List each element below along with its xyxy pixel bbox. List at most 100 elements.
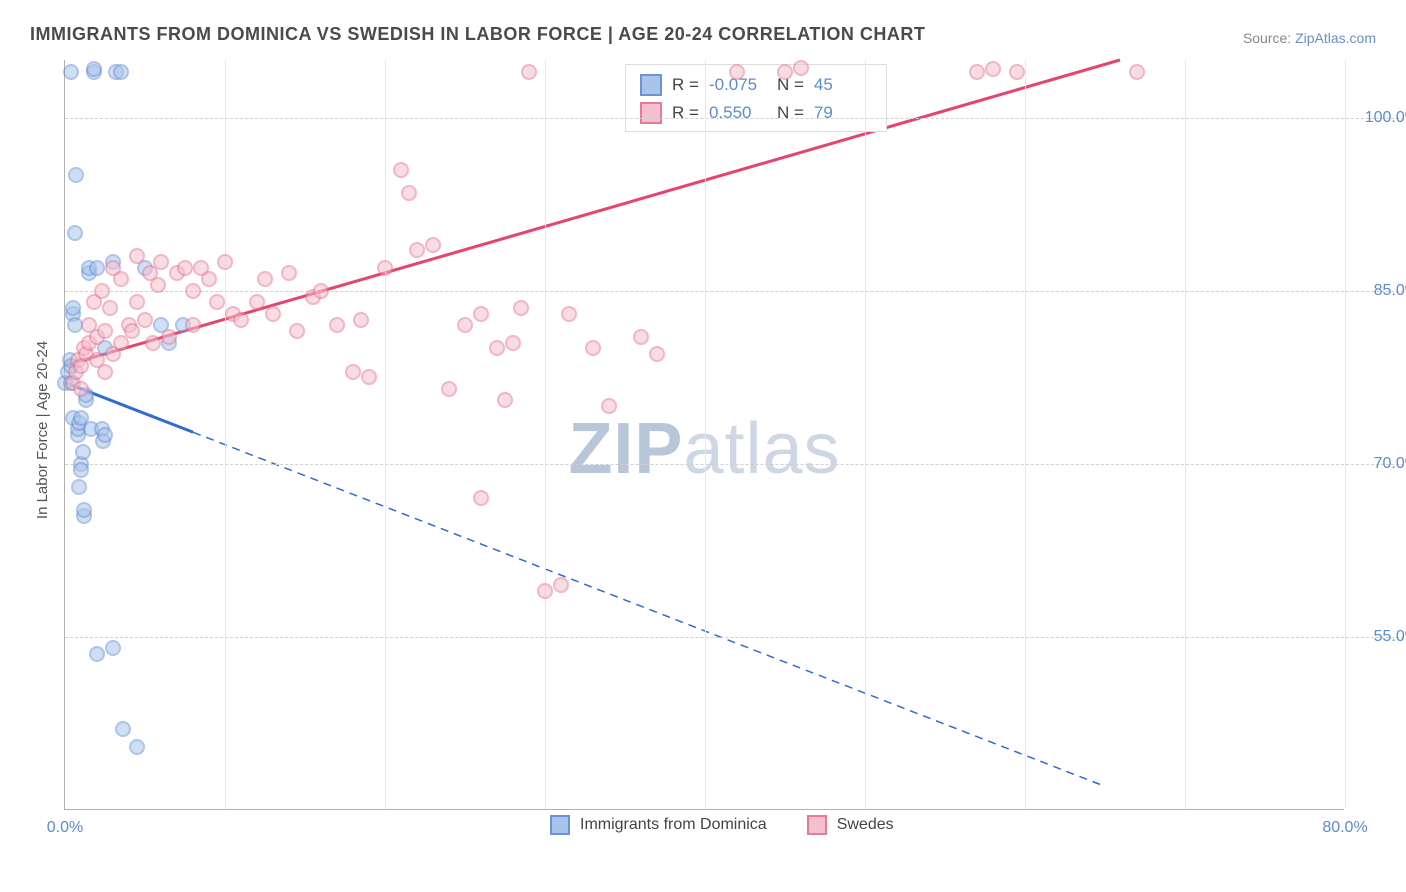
source-value: ZipAtlas.com (1295, 30, 1376, 46)
legend-swatch-dominica-icon (550, 815, 570, 835)
gridline-h (65, 464, 1404, 465)
gridline-h (65, 118, 1404, 119)
legend-n-label: N = (777, 99, 804, 127)
ytick-label: 55.0% (1374, 628, 1406, 646)
scatter-point-swedes (153, 254, 169, 270)
series-legend: Immigrants from DominicaSwedes (540, 813, 904, 837)
legend-row-swedes: R =0.550N =79 (640, 99, 872, 127)
scatter-point-swedes (361, 369, 377, 385)
scatter-point-dominica (97, 427, 113, 443)
scatter-point-swedes (185, 283, 201, 299)
gridline-h (65, 637, 1404, 638)
scatter-point-swedes (393, 162, 409, 178)
scatter-point-dominica (86, 61, 102, 77)
scatter-point-swedes (129, 294, 145, 310)
scatter-point-swedes (457, 317, 473, 333)
scatter-point-swedes (401, 185, 417, 201)
ytick-label: 70.0% (1374, 455, 1406, 473)
trendline-swedes (65, 60, 1120, 365)
legend-r-label: R = (672, 99, 699, 127)
scatter-point-swedes (329, 317, 345, 333)
scatter-point-swedes (257, 271, 273, 287)
scatter-point-swedes (521, 64, 537, 80)
scatter-point-swedes (513, 300, 529, 316)
scatter-point-dominica (129, 739, 145, 755)
scatter-point-swedes (201, 271, 217, 287)
scatter-point-swedes (145, 335, 161, 351)
gridline-v (865, 60, 866, 809)
legend-swatch-swedes-icon (807, 815, 827, 835)
scatter-point-swedes (633, 329, 649, 345)
scatter-point-swedes (177, 260, 193, 276)
scatter-point-swedes (209, 294, 225, 310)
scatter-point-dominica (67, 225, 83, 241)
scatter-point-dominica (75, 444, 91, 460)
scatter-point-swedes (473, 490, 489, 506)
scatter-point-swedes (585, 340, 601, 356)
scatter-point-swedes (313, 283, 329, 299)
scatter-point-dominica (89, 646, 105, 662)
legend-r-label: R = (672, 71, 699, 99)
gridline-h (65, 291, 1404, 292)
gridline-v (705, 60, 706, 809)
y-axis-label: In Labor Force | Age 20-24 (34, 341, 51, 519)
scatter-point-swedes (649, 346, 665, 362)
chart-title: IMMIGRANTS FROM DOMINICA VS SWEDISH IN L… (30, 24, 925, 45)
correlation-legend: R =-0.075N =45R =0.550N =79 (625, 64, 887, 132)
scatter-point-swedes (537, 583, 553, 599)
scatter-point-swedes (233, 312, 249, 328)
legend-swatch-swedes-icon (640, 102, 662, 124)
scatter-point-swedes (129, 248, 145, 264)
legend-swatch-dominica-icon (640, 74, 662, 96)
scatter-point-swedes (473, 306, 489, 322)
scatter-point-swedes (124, 323, 140, 339)
gridline-v (225, 60, 226, 809)
scatter-point-dominica (63, 64, 79, 80)
gridline-v (1185, 60, 1186, 809)
scatter-point-swedes (161, 329, 177, 345)
scatter-point-swedes (137, 312, 153, 328)
legend-label-dominica: Immigrants from Dominica (580, 816, 767, 834)
scatter-point-swedes (289, 323, 305, 339)
scatter-point-dominica (113, 64, 129, 80)
scatter-point-swedes (1129, 64, 1145, 80)
legend-row-dominica: R =-0.075N =45 (640, 71, 872, 99)
ytick-label: 85.0% (1374, 282, 1406, 300)
scatter-point-swedes (505, 335, 521, 351)
source-attribution: Source: ZipAtlas.com (1243, 30, 1376, 46)
scatter-point-swedes (377, 260, 393, 276)
scatter-point-swedes (102, 300, 118, 316)
scatter-point-swedes (249, 294, 265, 310)
scatter-point-swedes (985, 61, 1001, 77)
scatter-point-swedes (97, 323, 113, 339)
scatter-point-swedes (441, 381, 457, 397)
scatter-point-swedes (601, 398, 617, 414)
gridline-v (1345, 60, 1346, 809)
scatter-point-swedes (150, 277, 166, 293)
scatter-point-swedes (969, 64, 985, 80)
scatter-point-dominica (76, 502, 92, 518)
xtick-label: 80.0% (1322, 819, 1367, 837)
scatter-point-swedes (793, 60, 809, 76)
scatter-point-swedes (409, 242, 425, 258)
ytick-label: 100.0% (1365, 109, 1406, 127)
scatter-point-swedes (497, 392, 513, 408)
scatter-point-dominica (115, 721, 131, 737)
scatter-point-dominica (65, 300, 81, 316)
scatter-point-swedes (553, 577, 569, 593)
scatter-point-swedes (489, 340, 505, 356)
gridline-v (545, 60, 546, 809)
scatter-point-dominica (105, 640, 121, 656)
scatter-point-swedes (1009, 64, 1025, 80)
source-label: Source: (1243, 30, 1291, 46)
scatter-point-swedes (97, 364, 113, 380)
scatter-point-dominica (71, 479, 87, 495)
scatter-point-swedes (217, 254, 233, 270)
legend-n-value: 45 (814, 71, 872, 99)
scatter-point-swedes (425, 237, 441, 253)
scatter-point-dominica (89, 260, 105, 276)
scatter-point-swedes (185, 317, 201, 333)
scatter-point-swedes (561, 306, 577, 322)
scatter-point-swedes (777, 64, 793, 80)
scatter-point-swedes (345, 364, 361, 380)
